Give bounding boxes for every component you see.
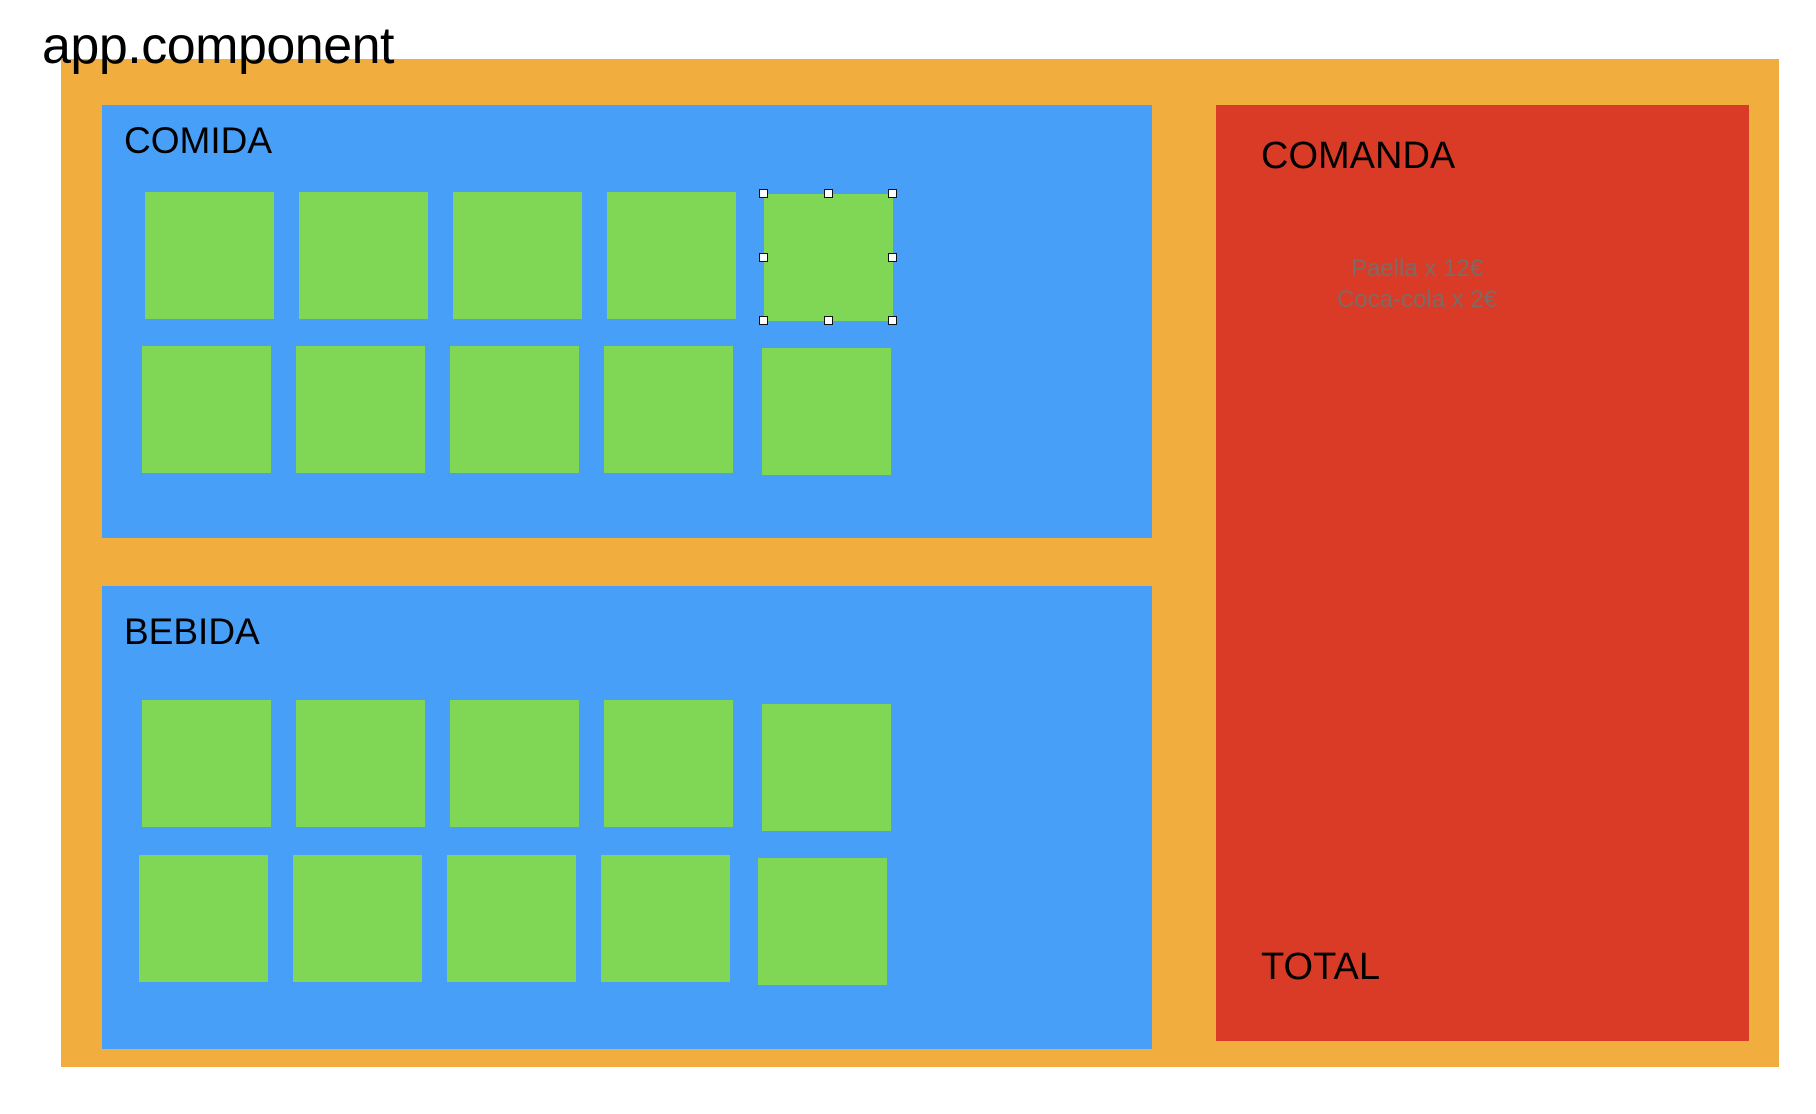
bebida-item-tile[interactable]: [758, 858, 887, 985]
app-component: COMIDA BEBIDA: [61, 59, 1779, 1067]
bebida-item-tile[interactable]: [296, 700, 425, 827]
bebida-section: BEBIDA: [102, 586, 1152, 1049]
resize-handle[interactable]: [759, 316, 768, 325]
order-item: Coca-cola x 2€: [1336, 286, 1498, 313]
bebida-item-tile[interactable]: [601, 855, 730, 982]
bebida-item-tile[interactable]: [142, 700, 271, 827]
resize-handle[interactable]: [759, 189, 768, 198]
order-item: Paella x 12€: [1350, 255, 1484, 282]
comida-item-tile[interactable]: [607, 192, 736, 319]
comida-item-tile[interactable]: [604, 346, 733, 473]
comida-item-tile[interactable]: [142, 346, 271, 473]
bebida-item-tile[interactable]: [447, 855, 576, 982]
bebida-item-tile[interactable]: [762, 704, 891, 831]
comida-item-tile-selected[interactable]: [759, 189, 897, 325]
comida-item-tile[interactable]: [299, 192, 428, 319]
bebida-title: BEBIDA: [124, 611, 260, 652]
resize-handle[interactable]: [888, 316, 897, 325]
bebida-item-tile[interactable]: [293, 855, 422, 982]
resize-handle[interactable]: [888, 189, 897, 198]
comida-item-tile[interactable]: [450, 346, 579, 473]
comida-item-tile[interactable]: [453, 192, 582, 319]
resize-handle[interactable]: [824, 189, 833, 198]
order-list: Paella x 12€ Coca-cola x 2€: [1216, 253, 1618, 315]
bebida-item-tile[interactable]: [139, 855, 268, 982]
comanda-panel: COMANDA Paella x 12€ Coca-cola x 2€ TOTA…: [1216, 105, 1749, 1041]
comida-item-tile[interactable]: [762, 348, 891, 475]
comida-item-tile[interactable]: [145, 192, 274, 319]
comida-title: COMIDA: [124, 120, 272, 161]
comida-item-tile[interactable]: [296, 346, 425, 473]
comida-section: COMIDA: [102, 105, 1152, 538]
total-label: TOTAL: [1261, 946, 1380, 988]
bebida-item-tile[interactable]: [450, 700, 579, 827]
resize-handle[interactable]: [824, 316, 833, 325]
comanda-title: COMANDA: [1261, 135, 1456, 177]
canvas-title: app.component: [42, 17, 395, 75]
resize-handle[interactable]: [759, 253, 768, 262]
bebida-item-tile[interactable]: [604, 700, 733, 827]
resize-handle[interactable]: [888, 253, 897, 262]
